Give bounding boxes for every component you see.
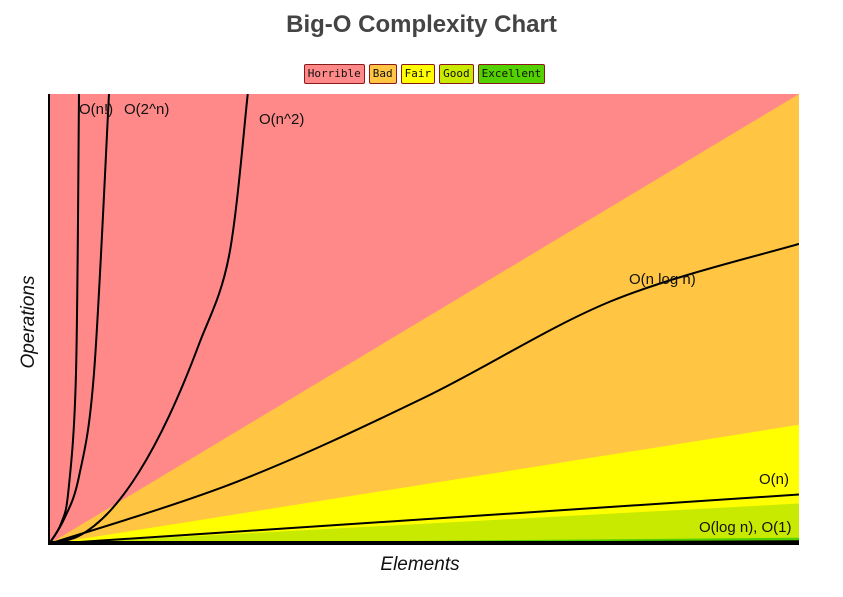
series-label-5: O(n!) bbox=[79, 101, 113, 118]
legend-item-excellent[interactable]: Excellent bbox=[477, 64, 546, 84]
series-line-5 bbox=[49, 94, 80, 544]
series-line-3 bbox=[49, 94, 249, 544]
chart-title: Big-O Complexity Chart bbox=[286, 11, 557, 38]
complexity-regions bbox=[49, 94, 799, 544]
legend-item-fair[interactable]: Fair bbox=[400, 64, 436, 84]
y-axis-label: Operations bbox=[18, 275, 39, 368]
series-label-2: O(n log n) bbox=[629, 271, 696, 288]
series-label-0: O(log n), O(1) bbox=[699, 519, 792, 536]
region-good bbox=[49, 503, 799, 544]
x-axis-label: Elements bbox=[380, 554, 460, 575]
legend-item-good[interactable]: Good bbox=[439, 64, 474, 84]
legend: Horrible Bad Fair Good Excellent bbox=[0, 64, 843, 84]
series-label-4: O(2^n) bbox=[124, 101, 169, 118]
series-line-1 bbox=[49, 493, 799, 544]
axes bbox=[48, 94, 799, 545]
legend-item-horrible[interactable]: Horrible bbox=[303, 64, 365, 84]
curve-labels: O(log n), O(1) O(n) O(n log n) O(n^2) O(2^n)… bbox=[79, 101, 792, 536]
legend-item-bad[interactable]: Bad bbox=[368, 64, 397, 84]
series-line-2 bbox=[49, 242, 799, 544]
region-bad bbox=[49, 94, 799, 544]
series-label-1: O(n) bbox=[759, 471, 789, 488]
series-line-4 bbox=[49, 94, 110, 544]
series-label-3: O(n^2) bbox=[259, 111, 304, 128]
